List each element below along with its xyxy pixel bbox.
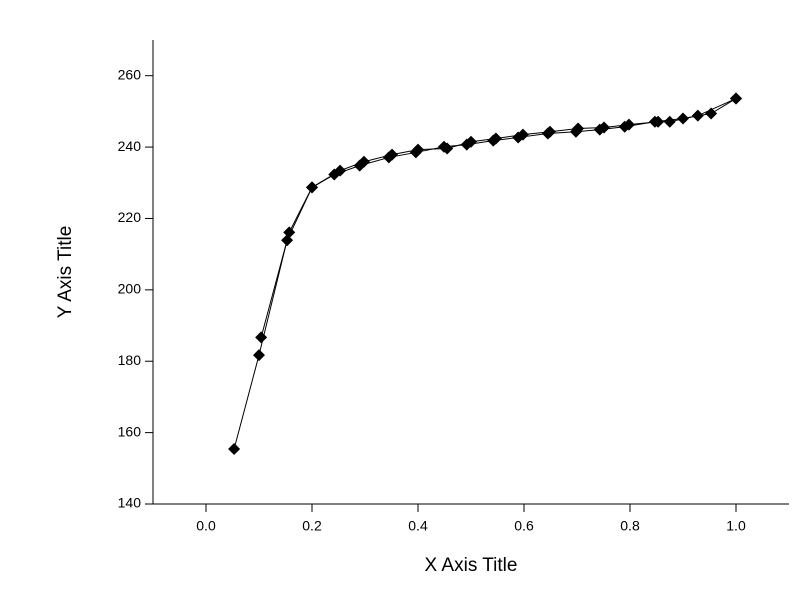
data-point [489,132,502,145]
data-point [228,443,241,456]
data-point [663,115,676,128]
x-axis-title: X Axis Title [425,555,518,576]
data-point [283,226,296,239]
data-point [441,142,454,155]
x-tick-label: 0.4 [408,518,428,534]
data-point [516,128,529,141]
data-point [543,125,556,138]
data-point [730,92,742,105]
y-axis-title: Y Axis Title [55,226,76,319]
x-tick-label: 0.8 [620,518,640,534]
data-point [652,115,665,128]
data-point [255,331,268,344]
data-point [598,121,611,134]
y-tick-label: 240 [118,138,142,154]
data-point [334,164,347,177]
data-point [412,143,424,156]
x-tick-label: 0.0 [196,518,216,534]
y-tick-label: 180 [118,352,142,368]
data-point [357,155,370,168]
series-line [260,98,737,338]
x-tick-label: 0.2 [302,518,322,534]
data-point [253,349,265,362]
y-tick-label: 200 [118,281,142,297]
data-point [572,122,585,135]
y-tick-label: 140 [118,495,142,511]
data-point [386,148,399,161]
x-tick-label: 1.0 [726,518,746,534]
x-tick-label: 0.6 [514,518,534,534]
data-point [691,109,704,122]
data-point [622,118,635,131]
data-point [465,135,477,148]
data-point [306,181,318,194]
y-tick-label: 160 [118,423,142,439]
series-line [233,98,737,450]
y-tick-label: 260 [118,66,142,82]
y-tick-label: 220 [118,209,142,225]
